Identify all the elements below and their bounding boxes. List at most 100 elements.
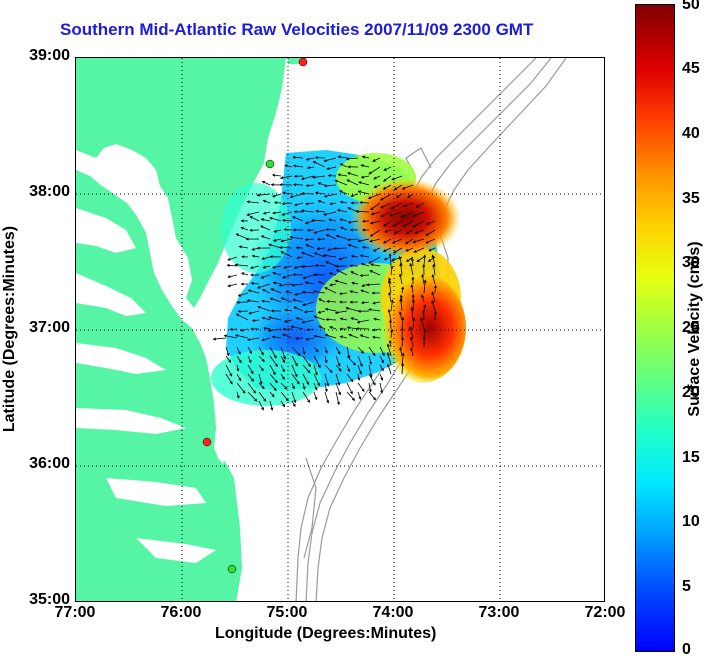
velocity-vector-head xyxy=(386,352,390,356)
velocity-vector xyxy=(348,220,359,223)
velocity-vector-head xyxy=(369,233,374,237)
velocity-vector xyxy=(225,364,233,377)
velocity-vector xyxy=(400,298,403,312)
velocity-vector xyxy=(312,219,326,222)
velocity-vector-head xyxy=(293,203,298,207)
velocity-vector xyxy=(406,229,414,234)
velocity-vector-head xyxy=(251,254,255,258)
velocity-vector xyxy=(406,256,414,262)
velocity-vector xyxy=(394,229,403,234)
velocity-vector xyxy=(431,292,436,303)
velocity-vector-head xyxy=(316,247,320,251)
velocity-vector-head xyxy=(387,363,390,367)
station-marker-top xyxy=(298,58,308,67)
velocity-vector-head xyxy=(350,391,353,395)
velocity-vector-head xyxy=(405,231,409,235)
velocity-vector-head xyxy=(317,281,322,284)
velocity-vector-head xyxy=(329,326,333,329)
velocity-vector-head xyxy=(274,380,278,384)
velocity-vector xyxy=(325,308,337,312)
velocity-vector-head xyxy=(314,387,318,391)
velocity-vector xyxy=(357,355,363,367)
velocity-vector xyxy=(370,220,381,224)
velocity-vector-head xyxy=(304,221,309,225)
velocity-vector xyxy=(360,202,370,204)
velocity-vector xyxy=(258,364,264,371)
velocity-vector xyxy=(282,219,293,222)
velocity-vector-head xyxy=(296,381,300,385)
velocity-vector xyxy=(301,210,315,213)
velocity-vector xyxy=(348,244,359,249)
velocity-vector-head xyxy=(257,305,261,309)
velocity-vector-head xyxy=(334,310,339,314)
velocity-vector-head xyxy=(308,363,312,368)
velocity-vector xyxy=(318,298,326,303)
velocity-vector-head xyxy=(388,253,392,257)
velocity-vector xyxy=(409,326,414,339)
velocity-vector-head xyxy=(415,204,420,208)
velocity-vector xyxy=(247,300,260,303)
velocity-vector xyxy=(307,166,315,169)
velocity-vector xyxy=(301,252,315,258)
velocity-vector xyxy=(373,247,381,252)
velocity-vector-head xyxy=(293,174,297,178)
velocity-vector-head xyxy=(355,209,359,213)
velocity-vector-head xyxy=(381,360,384,364)
velocity-vector-head xyxy=(370,207,374,211)
velocity-vector-head xyxy=(373,317,377,321)
velocity-vector-head xyxy=(431,274,435,278)
velocity-vector-head xyxy=(387,279,391,284)
velocity-vector-head xyxy=(401,186,406,190)
station-marker-south xyxy=(227,564,237,574)
map-plot-area[interactable] xyxy=(75,57,605,602)
velocity-vector-head xyxy=(317,237,321,241)
velocity-vector xyxy=(272,272,282,276)
velocity-vector xyxy=(358,190,370,195)
velocity-vector-head xyxy=(294,374,298,378)
velocity-vector xyxy=(329,326,337,330)
velocity-vector-head xyxy=(229,327,233,331)
velocity-vector-head xyxy=(389,319,393,323)
velocity-vector xyxy=(368,166,381,175)
velocity-vector-head xyxy=(357,309,361,313)
velocity-vector-head xyxy=(369,221,374,225)
velocity-vector xyxy=(379,355,384,363)
velocity-vector-head xyxy=(350,379,354,383)
velocity-vector xyxy=(280,364,285,372)
velocity-vector-head xyxy=(339,163,343,167)
velocity-vector-head xyxy=(357,190,361,194)
velocity-vector-head xyxy=(291,216,296,219)
velocity-vector-head xyxy=(350,271,354,275)
y-tick-label: 37:00 xyxy=(29,319,70,336)
velocity-vector xyxy=(328,175,337,177)
velocity-vector-head xyxy=(313,273,317,277)
velocity-vector-head xyxy=(227,257,231,261)
velocity-vector xyxy=(270,297,282,303)
velocity-vector-head xyxy=(247,338,251,341)
velocity-vector-head xyxy=(285,398,289,402)
velocity-vector-head xyxy=(347,238,351,242)
velocity-vector xyxy=(293,156,304,159)
velocity-vector-head xyxy=(380,197,384,201)
velocity-vector-head xyxy=(306,228,311,232)
velocity-vector-head xyxy=(326,300,330,304)
velocity-vector xyxy=(347,238,359,241)
bay-rivers xyxy=(76,208,216,563)
velocity-vector xyxy=(326,319,337,321)
velocity-vector-head xyxy=(381,352,385,357)
velocity-vector-head xyxy=(302,386,306,390)
velocity-vector-head xyxy=(292,164,297,168)
velocity-vector-head xyxy=(280,239,284,243)
velocity-vector xyxy=(401,287,404,294)
velocity-vector xyxy=(388,280,392,294)
velocity-vector xyxy=(238,292,249,297)
velocity-vector-head xyxy=(368,171,372,175)
velocity-vector xyxy=(339,219,348,222)
velocity-vector-head xyxy=(361,155,366,159)
velocity-vector xyxy=(370,202,381,210)
velocity-vector xyxy=(247,382,256,394)
velocity-vector-head xyxy=(312,290,317,294)
velocity-vector-head xyxy=(338,392,341,396)
velocity-vector-head xyxy=(236,300,240,304)
velocity-vector xyxy=(274,202,282,204)
